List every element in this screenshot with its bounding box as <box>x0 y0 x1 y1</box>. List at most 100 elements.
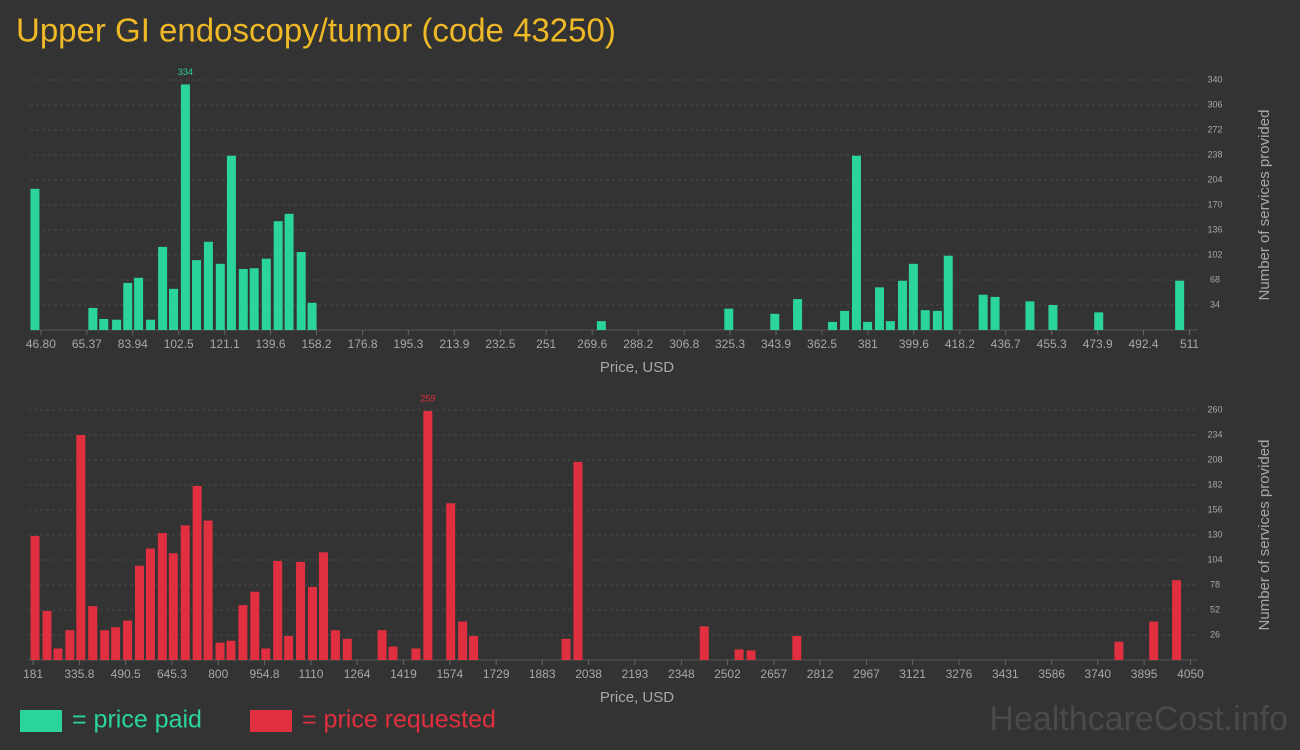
bar <box>885 321 895 330</box>
bar <box>215 263 225 330</box>
y-tick-label: 260 <box>1207 404 1222 414</box>
bar <box>1149 621 1159 660</box>
bar <box>273 221 283 330</box>
y-tick-label: 52 <box>1210 604 1220 614</box>
bar <box>158 246 168 330</box>
bar <box>145 548 155 660</box>
bar <box>238 268 248 330</box>
bar <box>724 308 734 330</box>
x-tick-label: 2812 <box>807 667 834 681</box>
bar <box>192 485 202 660</box>
x-tick-label: 232.5 <box>485 337 515 351</box>
y-axis-label: Number of services provided <box>1256 440 1273 631</box>
x-tick-label: 473.9 <box>1083 337 1113 351</box>
bar <box>446 503 456 660</box>
bar <box>863 321 873 330</box>
bar <box>296 252 306 330</box>
bar <box>123 620 133 660</box>
bar <box>203 520 213 660</box>
x-tick-label: 158.2 <box>302 337 332 351</box>
y-tick-label: 234 <box>1207 429 1222 439</box>
bar <box>596 321 606 330</box>
bar <box>169 288 179 330</box>
y-axis-label: Number of services provided <box>1256 110 1273 301</box>
bar <box>699 626 709 660</box>
y-tick-label: 34 <box>1210 299 1220 309</box>
x-tick-label: 4050 <box>1177 667 1204 681</box>
y-tick-label: 340 <box>1207 74 1222 84</box>
bar <box>851 155 861 330</box>
bar <box>908 263 918 330</box>
y-tick-label: 130 <box>1207 529 1222 539</box>
x-tick-label: 362.5 <box>807 337 837 351</box>
bar <box>792 635 802 660</box>
data-label: 334 <box>178 67 193 77</box>
bar <box>1172 580 1182 660</box>
x-tick-label: 1110 <box>299 667 324 681</box>
bar <box>932 310 942 330</box>
bar <box>296 561 306 660</box>
bar <box>76 435 86 660</box>
bar <box>192 260 202 330</box>
bar <box>65 630 75 660</box>
x-tick-label: 954.8 <box>250 667 280 681</box>
y-tick-label: 170 <box>1207 199 1222 209</box>
x-tick-label: 343.9 <box>761 337 791 351</box>
x-tick-label: 181 <box>23 667 43 681</box>
x-tick-label: 3895 <box>1131 667 1158 681</box>
bar <box>249 268 259 330</box>
x-tick-label: 381 <box>858 337 878 351</box>
x-tick-label: 492.4 <box>1128 337 1158 351</box>
bar <box>261 258 271 330</box>
x-tick-label: 139.6 <box>256 337 286 351</box>
y-tick-label: 68 <box>1210 274 1220 284</box>
x-axis-label: Price, USD <box>600 689 674 706</box>
x-tick-label: 2967 <box>853 667 880 681</box>
watermark: HealthcareCost.info <box>989 700 1288 738</box>
bar <box>215 642 225 660</box>
bar <box>180 525 190 660</box>
bar <box>377 630 387 660</box>
y-tick-label: 104 <box>1207 554 1222 564</box>
bar <box>469 635 479 660</box>
x-tick-label: 3740 <box>1084 667 1111 681</box>
x-tick-label: 335.8 <box>64 667 94 681</box>
bar <box>168 553 178 660</box>
x-tick-label: 213.9 <box>439 337 469 351</box>
y-tick-label: 78 <box>1210 579 1220 589</box>
bar <box>874 287 884 330</box>
x-tick-label: 800 <box>208 667 228 681</box>
bar <box>273 560 283 660</box>
y-tick-label: 204 <box>1207 174 1222 184</box>
bar <box>284 213 294 330</box>
bar <box>238 605 248 660</box>
x-tick-label: 2348 <box>668 667 695 681</box>
bar <box>157 533 167 660</box>
bar <box>1114 641 1124 660</box>
bar <box>734 649 744 660</box>
bar <box>134 565 144 660</box>
bar <box>342 638 352 660</box>
bar <box>990 296 1000 330</box>
x-tick-label: 195.3 <box>393 337 423 351</box>
x-tick-label: 325.3 <box>715 337 745 351</box>
bar <box>88 307 98 330</box>
y-tick-label: 306 <box>1207 99 1222 109</box>
x-tick-label: 1574 <box>436 667 463 681</box>
bar <box>1048 305 1058 330</box>
y-tick-label: 156 <box>1207 504 1222 514</box>
x-tick-label: 1883 <box>529 667 556 681</box>
bar <box>561 638 571 660</box>
bar <box>827 321 837 330</box>
bar <box>388 646 398 660</box>
bar <box>99 318 109 330</box>
y-tick-label: 26 <box>1210 629 1220 639</box>
x-tick-label: 645.3 <box>157 667 187 681</box>
bar <box>897 280 907 330</box>
bar <box>42 610 52 660</box>
bar <box>146 319 156 330</box>
bar <box>250 591 260 660</box>
bar <box>978 294 988 330</box>
